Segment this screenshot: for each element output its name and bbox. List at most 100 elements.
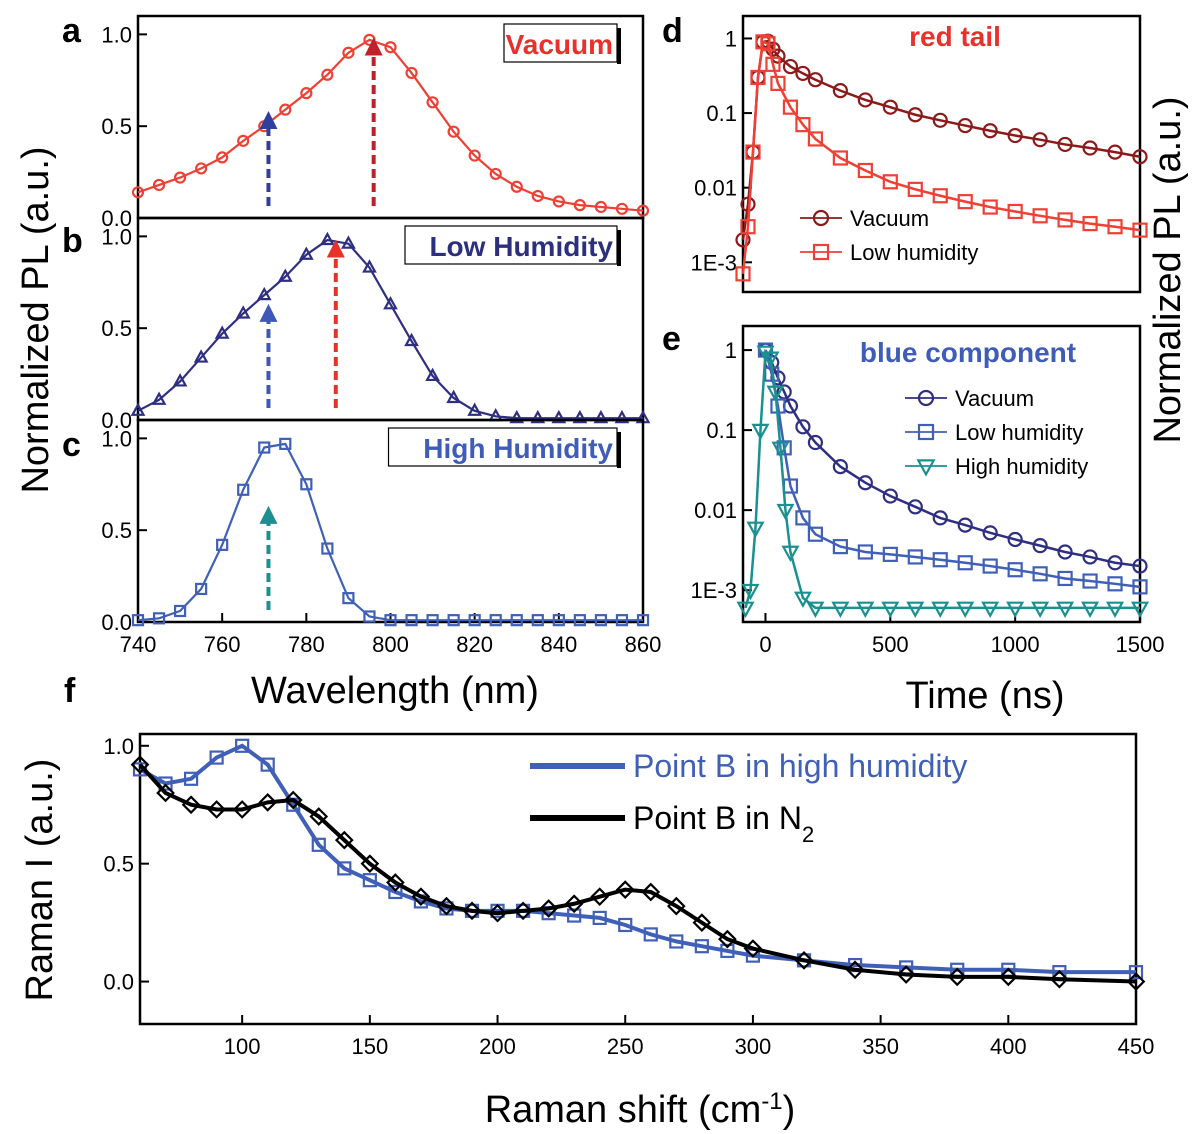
data-point-e-2 xyxy=(981,601,1000,618)
data-point-d-0 xyxy=(907,107,923,123)
data-point-e-2 xyxy=(781,545,800,563)
ytick-label-e: 0.01 xyxy=(694,498,737,523)
data-point-a xyxy=(426,96,439,109)
panel-a: 0.0 0.5 1.0 Vacuum xyxy=(101,14,650,231)
data-point-a xyxy=(279,103,292,116)
ytick-label-e: 1E-3 xyxy=(691,578,737,603)
data-point-d-1 xyxy=(1107,219,1123,235)
data-point-a xyxy=(321,68,334,81)
data-point-f-1 xyxy=(411,887,431,907)
data-point-d-0 xyxy=(982,123,998,139)
legend-label-e: High humidity xyxy=(955,454,1088,479)
ytick-label-b: 0.5 xyxy=(101,316,132,341)
data-point-f-1 xyxy=(998,967,1018,987)
data-point-d-1 xyxy=(1082,216,1098,232)
data-point-d-0 xyxy=(1107,144,1123,160)
xtick-label-f: 350 xyxy=(862,1034,899,1059)
arrow-head-c xyxy=(259,505,278,524)
data-point-f-0 xyxy=(618,917,633,933)
xlabel-raman: Raman shift (cm-1) xyxy=(485,1088,796,1132)
data-point-e-2 xyxy=(1006,601,1025,618)
data-point-e-2 xyxy=(766,385,785,403)
data-point-d-1 xyxy=(857,162,873,179)
data-point-e-2 xyxy=(736,601,755,618)
data-point-b xyxy=(298,246,314,260)
data-point-f-1 xyxy=(845,960,865,980)
data-point-a xyxy=(152,178,166,192)
data-point-c xyxy=(237,483,250,496)
xtick-label-c: 760 xyxy=(204,632,241,657)
data-point-d-0 xyxy=(795,65,811,82)
data-point-f-0 xyxy=(567,908,582,923)
ytick-label-e: 0.1 xyxy=(706,418,737,443)
data-point-d-0 xyxy=(1082,140,1098,156)
data-point-d-0 xyxy=(932,112,948,128)
panel-tag-a: Vacuum xyxy=(506,29,613,60)
data-point-e-1 xyxy=(982,558,998,574)
ytick-label-d: 0.01 xyxy=(694,176,737,201)
data-point-e-2 xyxy=(771,441,790,458)
data-point-e-2 xyxy=(956,601,975,618)
data-point-e-2 xyxy=(1031,601,1050,618)
data-point-e-0 xyxy=(907,499,923,515)
data-point-f-0 xyxy=(643,927,658,942)
data-point-d-1 xyxy=(782,99,799,115)
data-point-f-0 xyxy=(1128,965,1144,980)
data-point-d-1 xyxy=(770,75,786,91)
data-point-e-1 xyxy=(1107,576,1123,592)
data-point-a xyxy=(468,149,481,162)
data-point-c xyxy=(195,582,208,596)
xtick-label-f: 400 xyxy=(990,1034,1027,1059)
data-point-e-1 xyxy=(776,440,792,456)
panel-c: 0.0 0.5 1.0 740 760 780 800 820 840 860 High Humid… xyxy=(101,418,661,657)
legend-label-f: Point B in N2 xyxy=(633,800,814,847)
data-point-a xyxy=(216,151,229,164)
data-point-a xyxy=(489,167,502,181)
data-point-c xyxy=(552,614,565,627)
ytick-label-f: 0.5 xyxy=(103,852,134,877)
data-point-f-1 xyxy=(386,873,405,892)
data-point-d-0 xyxy=(1007,127,1023,144)
data-point-f-1 xyxy=(437,896,456,916)
data-point-f-1 xyxy=(666,896,686,916)
panel-letter-a: a xyxy=(62,12,82,50)
data-point-f-0 xyxy=(694,939,709,954)
xtick-label-e: 1500 xyxy=(1116,632,1165,657)
series-line-f-1 xyxy=(138,763,1137,984)
ytick-label-d: 0.1 xyxy=(706,101,737,126)
data-point-e-0 xyxy=(982,525,998,541)
ytick-label-d: 1 xyxy=(725,26,737,51)
data-point-d-1 xyxy=(750,69,766,86)
ytick-label-e: 1 xyxy=(725,338,737,363)
data-point-d-1 xyxy=(755,34,771,50)
data-point-c xyxy=(216,538,229,551)
data-point-e-0 xyxy=(857,475,873,491)
data-point-f-1 xyxy=(794,950,814,970)
data-point-c xyxy=(384,614,397,627)
data-point-c xyxy=(447,614,460,627)
data-point-f-1 xyxy=(590,887,610,907)
data-point-d-1 xyxy=(832,150,848,166)
legend-label-d: Vacuum xyxy=(850,206,929,231)
legend-marker-d xyxy=(812,243,830,261)
data-point-e-2 xyxy=(931,601,950,618)
data-point-f-0 xyxy=(669,934,684,949)
data-point-b xyxy=(404,332,419,347)
ytick-label-f: 0.0 xyxy=(103,970,134,995)
data-point-d-1 xyxy=(745,144,761,160)
data-point-d-0 xyxy=(807,72,824,88)
data-point-b xyxy=(425,367,440,382)
legend-marker-e xyxy=(917,389,935,407)
data-point-c xyxy=(405,614,418,627)
data-point-f-0 xyxy=(183,771,199,786)
xtick-label-c: 840 xyxy=(540,632,577,657)
data-point-d-0 xyxy=(1032,132,1048,148)
panel-letter-c: c xyxy=(62,426,81,464)
data-point-d-1 xyxy=(882,174,898,190)
data-point-b xyxy=(151,391,167,405)
data-point-e-0 xyxy=(932,510,948,526)
data-point-c xyxy=(489,614,502,627)
data-point-e-1 xyxy=(882,546,898,562)
data-point-e-2 xyxy=(793,591,812,608)
